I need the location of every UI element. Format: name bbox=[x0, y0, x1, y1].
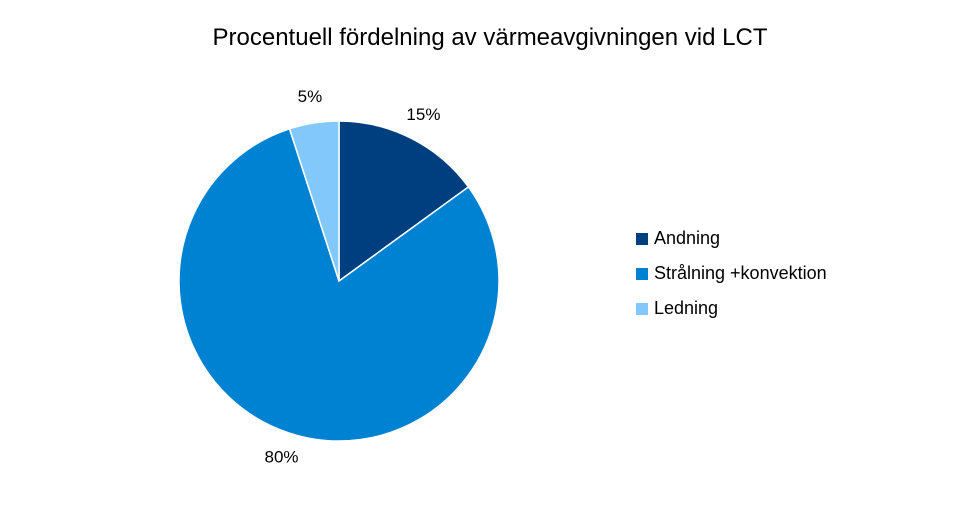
legend-swatch bbox=[636, 267, 648, 280]
legend-item-stralning-konvektion: Strålning +konvektion bbox=[636, 256, 827, 291]
legend-label: Andning bbox=[654, 228, 721, 248]
legend-swatch bbox=[636, 302, 648, 315]
legend: Andning Strålning +konvektion Ledning bbox=[636, 221, 827, 326]
legend-item-ledning: Ledning bbox=[636, 291, 827, 326]
legend-label: Strålning +konvektion bbox=[654, 263, 827, 283]
data-label-stralning-konvektion: 80% bbox=[265, 447, 299, 466]
legend-label: Ledning bbox=[654, 298, 719, 318]
pie-slice-stralning-konvektion bbox=[178, 127, 500, 442]
data-label-andning: 15% bbox=[406, 105, 440, 124]
data-label-ledning: 5% bbox=[298, 87, 323, 106]
chart-title: Procentuell fördelning av värmeavgivning… bbox=[212, 24, 768, 51]
legend-item-andning: Andning bbox=[636, 221, 827, 256]
pie-slice-andning bbox=[338, 120, 470, 283]
pie-slice-ledning bbox=[288, 120, 340, 282]
legend-swatch bbox=[636, 232, 648, 245]
